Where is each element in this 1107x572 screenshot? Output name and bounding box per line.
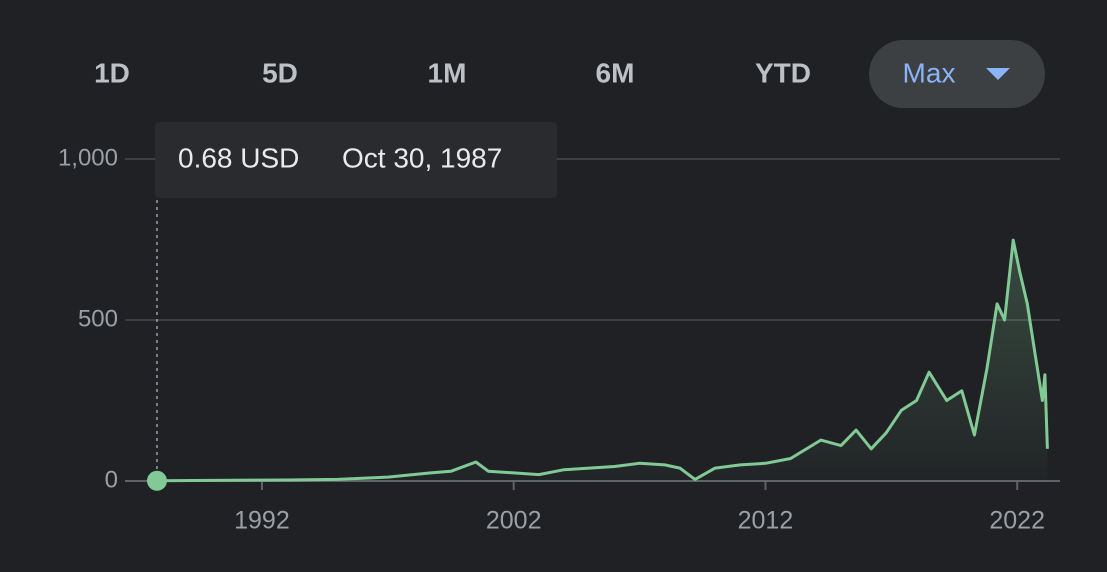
range-tab[interactable]: 1M bbox=[428, 57, 467, 88]
range-tab[interactable]: YTD bbox=[755, 57, 811, 88]
y-tick-label: 0 bbox=[105, 466, 118, 493]
tooltip-date: Oct 30, 1987 bbox=[342, 142, 502, 173]
y-tick-label: 1,000 bbox=[58, 144, 118, 171]
range-tab[interactable]: 5D bbox=[262, 57, 298, 88]
y-tick-label: 500 bbox=[78, 305, 118, 332]
price-line bbox=[156, 238, 1049, 483]
dropdown-arrow[interactable] bbox=[986, 68, 1010, 80]
hover-point bbox=[146, 470, 167, 491]
x-tick-label: 2012 bbox=[738, 507, 794, 535]
price-area bbox=[157, 240, 1048, 481]
tooltip-price: 0.68 USD bbox=[178, 142, 299, 173]
x-tick-label: 2022 bbox=[989, 507, 1045, 535]
x-tick-label: 2002 bbox=[486, 507, 542, 535]
tooltip-box bbox=[155, 122, 557, 198]
range-tab[interactable]: Max bbox=[903, 57, 956, 88]
max-pill[interactable] bbox=[869, 40, 1045, 108]
x-tick-label: 1992 bbox=[234, 507, 290, 535]
range-tab[interactable]: 1D bbox=[94, 57, 130, 88]
range-tab[interactable]: 6M bbox=[596, 57, 635, 88]
